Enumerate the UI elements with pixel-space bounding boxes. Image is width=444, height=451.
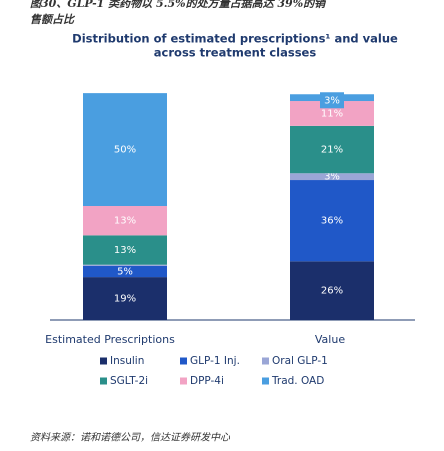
value-label: 21% bbox=[321, 145, 343, 156]
header-line: 图30、GLP-1 类药物以 5.5%的处方量占据高达 39%的销 bbox=[30, 0, 327, 10]
value-label: 13% bbox=[114, 245, 136, 256]
bar-segment bbox=[83, 93, 167, 206]
category-label: Estimated Prescriptions bbox=[45, 333, 175, 346]
value-label: 13% bbox=[114, 216, 136, 227]
chart-subtitle: across treatment classes bbox=[154, 46, 317, 60]
legend-label: Oral GLP-1 bbox=[272, 355, 328, 367]
legend-swatch bbox=[100, 377, 107, 385]
source: 资料来源：诺和诺德公司，信达证券研发中心 bbox=[30, 432, 231, 444]
value-label: 26% bbox=[321, 286, 343, 297]
legend-label: GLP-1 Inj. bbox=[190, 355, 240, 367]
bar-segment bbox=[83, 264, 167, 266]
category-label: Value bbox=[315, 333, 345, 346]
legend-label: SGLT-2i bbox=[110, 375, 148, 387]
header-line: 售额占比 bbox=[30, 13, 76, 26]
bar-segment bbox=[83, 235, 167, 265]
value-label: 3% bbox=[324, 95, 340, 106]
bar-segment bbox=[290, 180, 374, 262]
bar-segment bbox=[83, 206, 167, 236]
bar-segment bbox=[290, 261, 374, 320]
value-label: 11% bbox=[321, 108, 343, 119]
legend-swatch bbox=[262, 357, 269, 365]
legend-swatch bbox=[180, 377, 187, 385]
legend-swatch bbox=[100, 357, 107, 365]
value-label: 50% bbox=[114, 145, 136, 156]
bar-segment bbox=[83, 265, 167, 278]
value-label: 19% bbox=[114, 294, 136, 305]
value-label: 3% bbox=[324, 172, 340, 183]
legend-swatch bbox=[262, 377, 269, 385]
bar-segment bbox=[290, 125, 374, 174]
legend-label: Insulin bbox=[110, 355, 144, 367]
value-label: 36% bbox=[321, 216, 343, 227]
value-label: 5% bbox=[117, 266, 133, 277]
legend-label: Trad. OAD bbox=[271, 375, 324, 387]
chart-title: Distribution of estimated prescriptions¹… bbox=[72, 32, 398, 46]
bar-segment bbox=[83, 277, 167, 320]
bar-segment bbox=[290, 173, 374, 181]
legend-swatch bbox=[180, 357, 187, 365]
label-box bbox=[320, 92, 344, 109]
legend-label: DPP-4i bbox=[190, 375, 224, 387]
